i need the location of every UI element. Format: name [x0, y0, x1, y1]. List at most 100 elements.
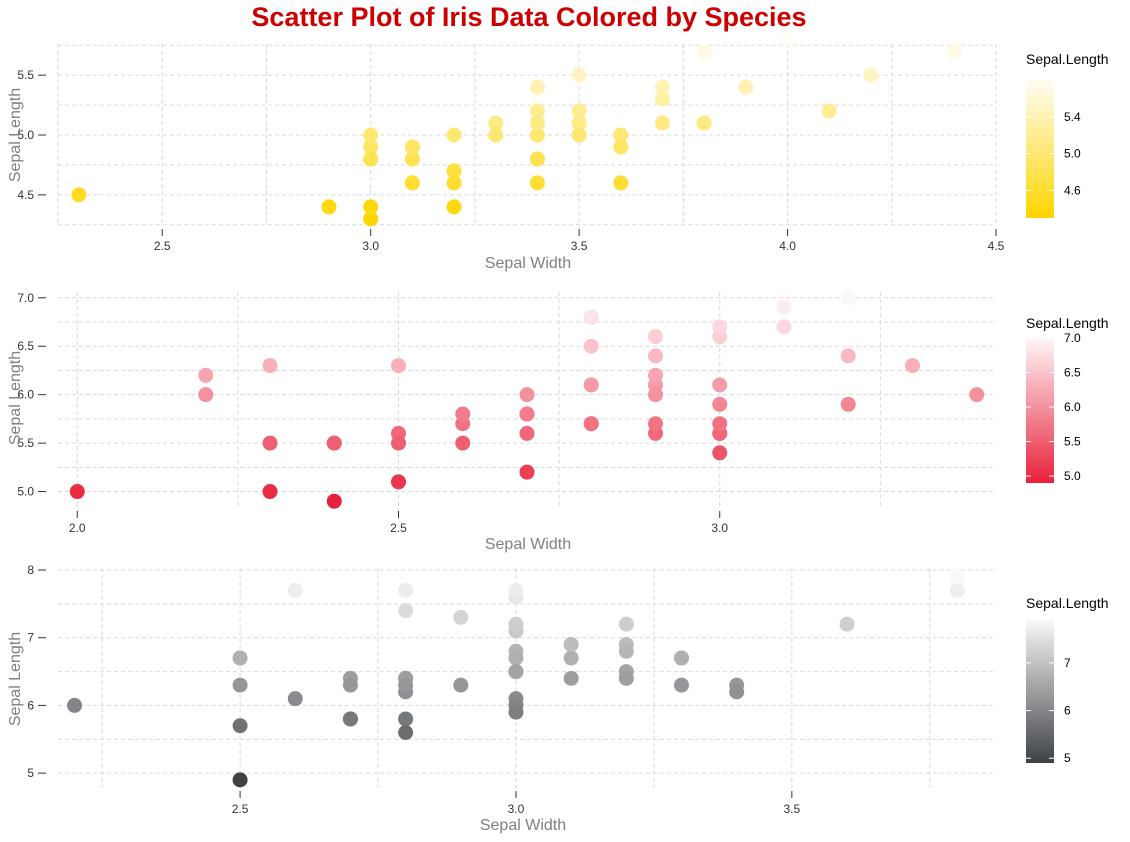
legend-ticks: 5 6 7	[1026, 656, 1071, 765]
data-point	[863, 67, 879, 83]
data-point	[446, 175, 462, 191]
y-tick-label: 6.5	[17, 339, 34, 353]
data-point	[696, 115, 712, 131]
data-point	[949, 582, 965, 598]
x-axis-ticks: 2.5 3.0 3.5	[232, 791, 801, 816]
data-point	[571, 127, 587, 143]
y-axis-ticks: 5 6 7 8	[27, 563, 46, 780]
data-point	[647, 416, 663, 432]
data-point	[840, 290, 856, 306]
data-point	[455, 406, 471, 422]
data-point	[342, 711, 358, 727]
y-axis-title: Sepal Length	[7, 351, 24, 445]
data-point	[529, 103, 545, 119]
color-legend-bar	[1026, 338, 1054, 483]
data-point	[712, 319, 728, 335]
legend-tick-label: 6.0	[1064, 400, 1081, 414]
legend-title: Sepal.Length	[1026, 595, 1109, 611]
data-point	[232, 772, 248, 788]
data-point	[232, 650, 248, 666]
data-point	[508, 650, 524, 666]
y-tick-label: 7.0	[17, 291, 34, 305]
data-point	[729, 684, 745, 700]
data-point	[508, 664, 524, 680]
data-point	[613, 127, 629, 143]
data-point	[391, 474, 407, 490]
data-point	[488, 115, 504, 131]
data-point	[398, 711, 414, 727]
data-point	[673, 650, 689, 666]
data-point	[446, 199, 462, 215]
data-point	[904, 358, 920, 374]
data-point	[508, 582, 524, 598]
x-tick-label: 2.0	[69, 521, 86, 535]
data-point	[198, 367, 214, 383]
legend-title: Sepal.Length	[1026, 315, 1109, 331]
data-point	[404, 151, 420, 167]
x-tick-label: 4.0	[779, 239, 796, 253]
y-axis-ticks: 5.0 5.5 6.0 6.5 7.0	[17, 291, 46, 499]
data-point	[776, 319, 792, 335]
data-point	[262, 484, 278, 500]
data-point	[529, 127, 545, 143]
data-point	[673, 677, 689, 693]
legend-tick-label: 5.0	[1064, 147, 1081, 161]
data-point	[712, 445, 728, 461]
grid-lines	[58, 568, 996, 788]
data-point	[287, 691, 303, 707]
legend-tick-label: 5	[1064, 751, 1071, 765]
data-point	[647, 387, 663, 403]
data-point	[583, 309, 599, 325]
data-point	[453, 677, 469, 693]
data-point	[529, 175, 545, 191]
x-tick-label: 3.5	[784, 802, 801, 816]
grid-lines	[58, 292, 996, 508]
legend-ticks: 4.6 5.0 5.4	[1026, 110, 1081, 197]
data-point	[529, 79, 545, 95]
data-point	[398, 582, 414, 598]
y-tick-label: 6.0	[17, 388, 34, 402]
data-point	[654, 79, 670, 95]
data-point	[363, 151, 379, 167]
data-point	[529, 115, 545, 131]
data-point	[398, 603, 414, 619]
data-point	[71, 187, 87, 203]
data-point	[519, 464, 535, 480]
x-tick-label: 4.5	[988, 239, 1005, 253]
data-point	[519, 387, 535, 403]
data-point	[712, 396, 728, 412]
legend-tick-label: 5.4	[1064, 110, 1081, 124]
x-axis-ticks: 2.5 3.0 3.5 4.0 4.5	[154, 229, 1005, 253]
x-tick-label: 3.0	[508, 802, 525, 816]
data-point	[508, 616, 524, 632]
data-point	[519, 406, 535, 422]
y-tick-label: 4.5	[17, 188, 34, 202]
x-tick-label: 3.0	[711, 521, 728, 535]
x-tick-label: 2.5	[390, 521, 407, 535]
data-point	[455, 435, 471, 451]
data-point	[583, 377, 599, 393]
data-point	[446, 127, 462, 143]
data-point	[696, 43, 712, 59]
setosa-panel: 2.5 3.0 3.5 4.0 4.5 4.5 5.0 5.5 Sepal Width Se…	[7, 31, 1109, 272]
data-point	[776, 299, 792, 315]
data-point	[342, 677, 358, 693]
data-point	[613, 139, 629, 155]
data-point	[712, 416, 728, 432]
data-point	[326, 493, 342, 509]
legend-tick-label: 5.5	[1064, 435, 1081, 449]
data-point	[738, 79, 754, 95]
data-point	[583, 416, 599, 432]
color-legend-bar	[1026, 80, 1054, 218]
x-axis-ticks: 2.0 2.5 3.0	[69, 511, 728, 535]
data-point	[712, 377, 728, 393]
data-point	[398, 724, 414, 740]
data-point	[969, 387, 985, 403]
y-axis-title: Sepal Length	[7, 632, 24, 726]
legend-tick-label: 6	[1064, 704, 1071, 718]
data-point	[453, 609, 469, 625]
data-point	[262, 358, 278, 374]
y-axis-ticks: 4.5 5.0 5.5	[17, 68, 46, 202]
